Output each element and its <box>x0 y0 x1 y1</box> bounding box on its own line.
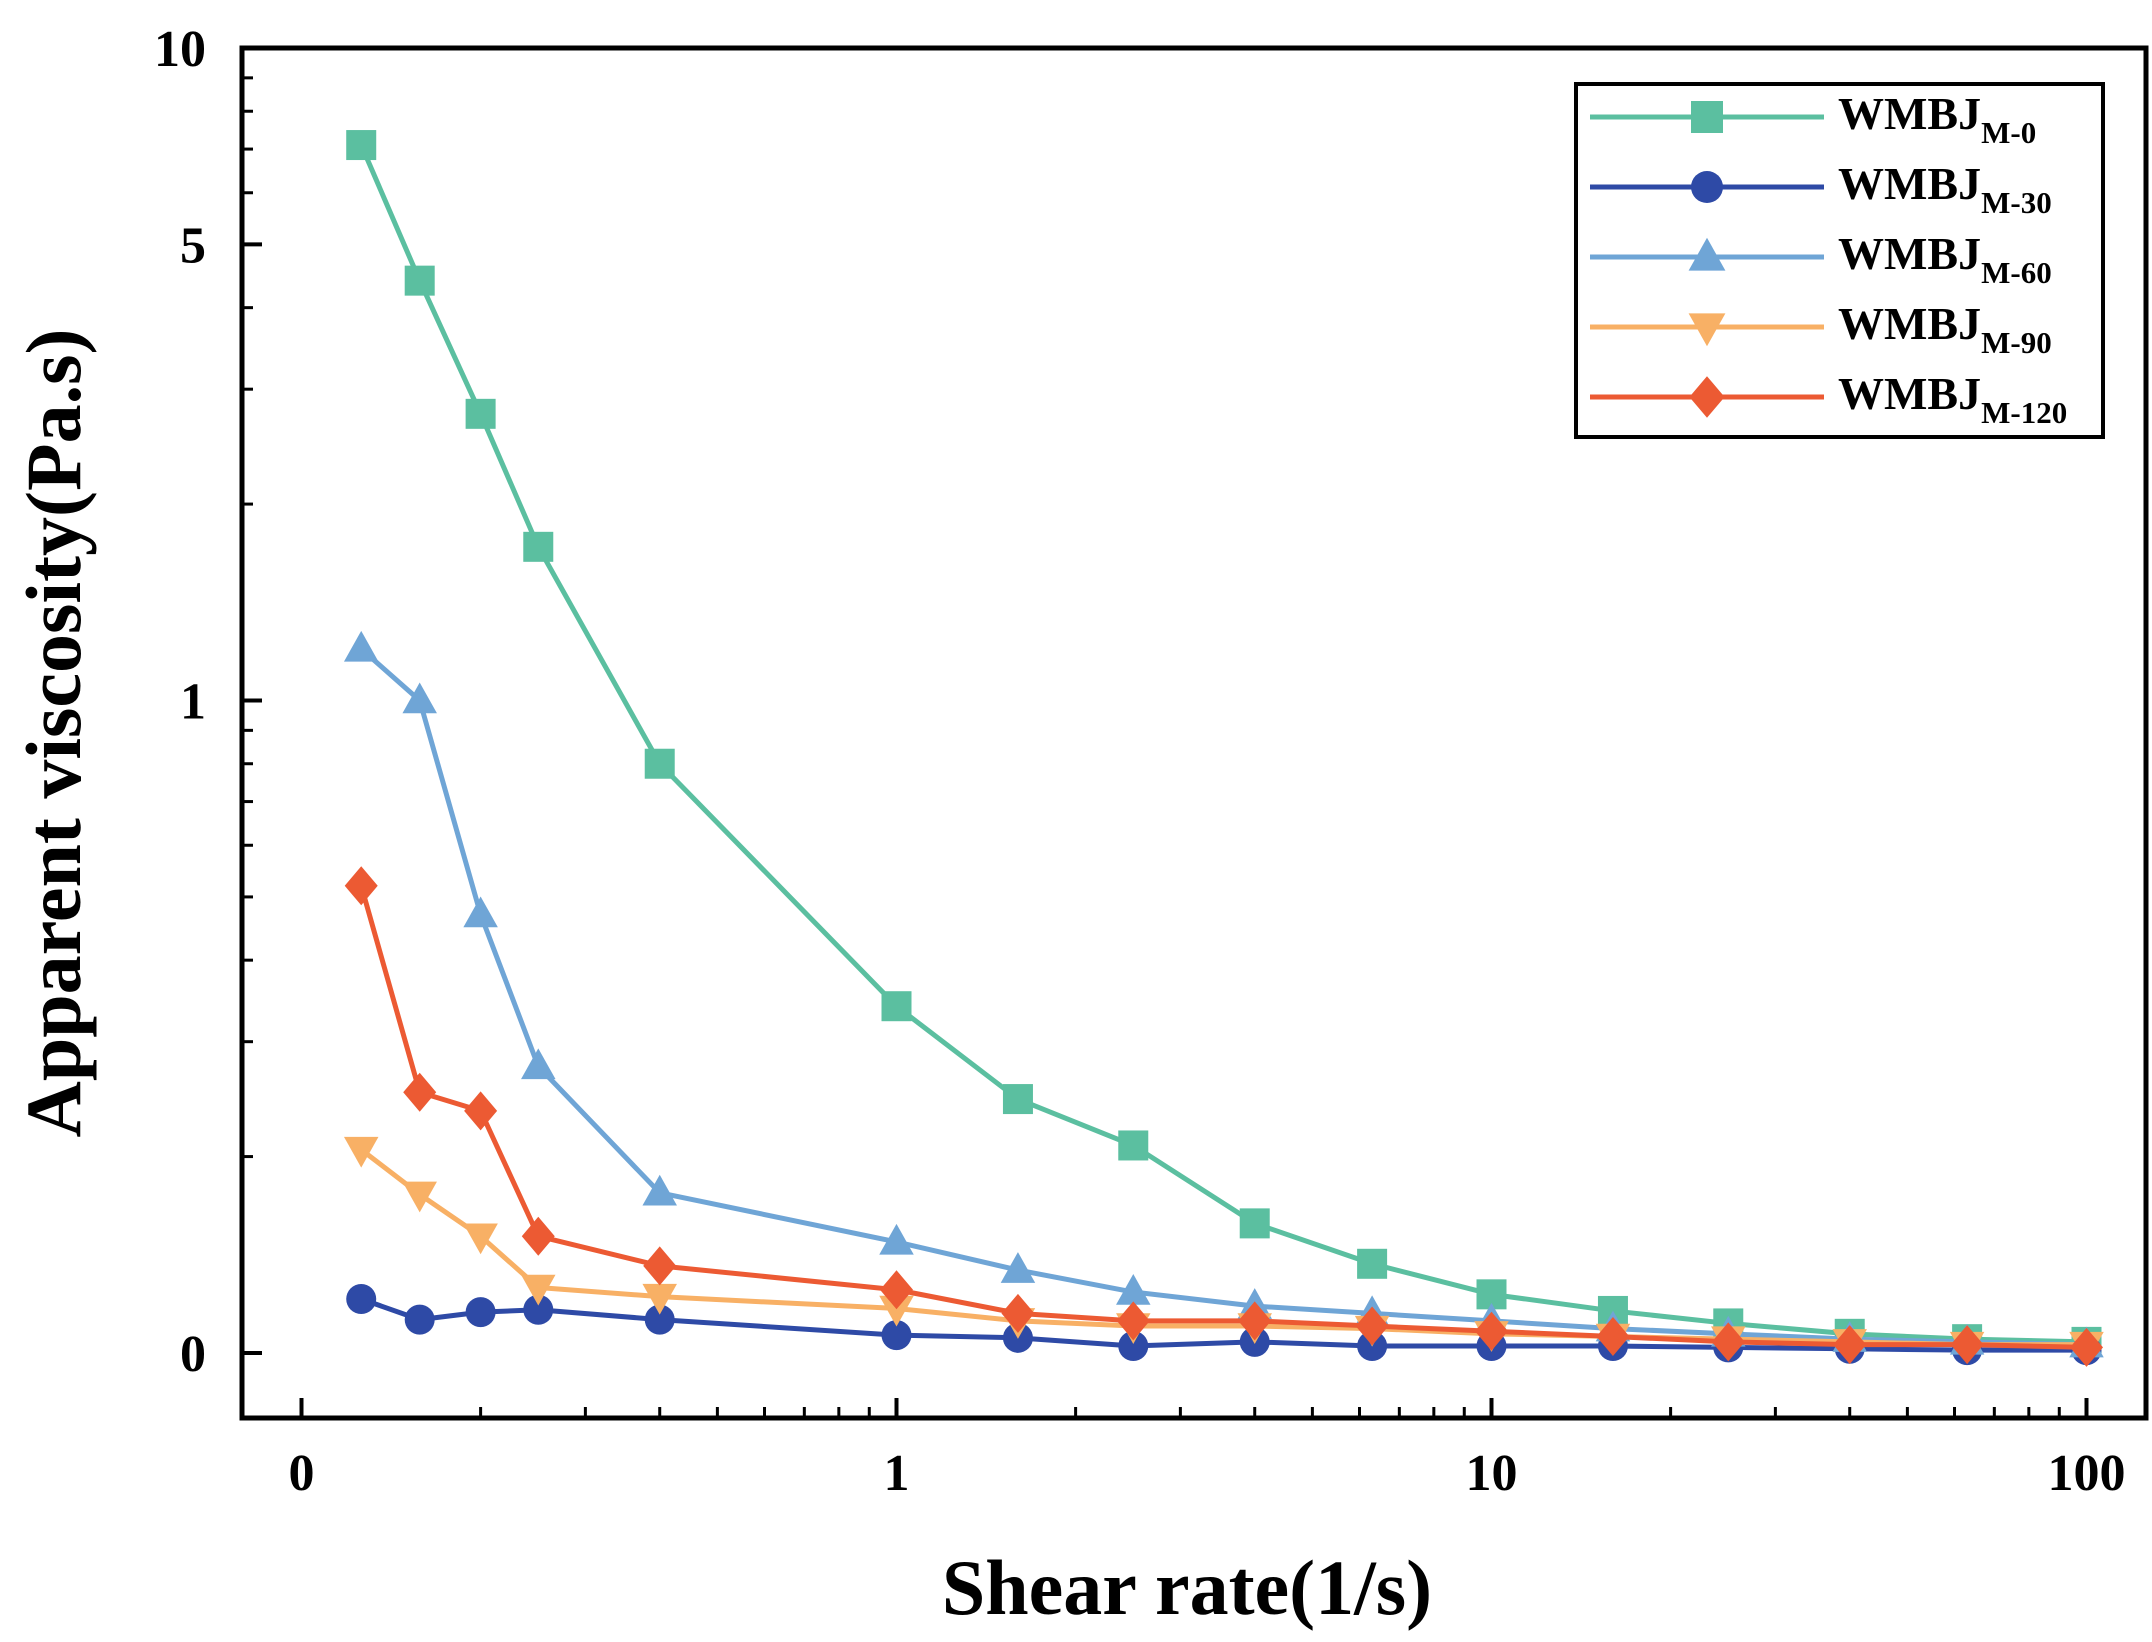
data-point <box>1118 1130 1149 1161</box>
data-point <box>1239 1208 1270 1239</box>
x-tick-label: 100 <box>2048 1445 2126 1502</box>
data-point <box>642 1174 677 1206</box>
legend-label: WMBJM-90 <box>1838 298 2052 360</box>
legend-marker <box>1691 101 1723 133</box>
data-point <box>523 1294 554 1325</box>
legend-item-m-120: WMBJM-120 <box>1590 368 2067 430</box>
data-point <box>1116 1274 1151 1305</box>
data-point <box>1950 1325 1984 1365</box>
y-axis-title: Apparent viscosity(Pa.s) <box>10 329 97 1138</box>
ticks-layer <box>242 46 2089 1418</box>
data-point <box>1711 1322 1745 1362</box>
legend-label: WMBJM-30 <box>1838 158 2052 220</box>
legend-item-m-90: WMBJM-90 <box>1590 298 2052 360</box>
data-point <box>463 896 498 928</box>
data-point <box>880 1270 913 1310</box>
data-point <box>465 1297 496 1328</box>
data-point <box>644 1304 675 1335</box>
data-point <box>1238 1301 1272 1341</box>
data-point <box>643 1246 677 1286</box>
data-point <box>343 1136 379 1168</box>
data-point <box>521 1216 555 1256</box>
data-point <box>1355 1306 1389 1346</box>
data-point <box>465 398 496 429</box>
plot-frame <box>239 45 2149 1421</box>
data-point <box>1596 1316 1630 1356</box>
data-point <box>879 1223 914 1255</box>
data-point <box>402 1181 437 1213</box>
legend-items: WMBJM-0 WMBJM-30 WMBJM-60 WMBJM-90 WMBJM-120 <box>1590 88 2067 430</box>
x-tick-label: 1 <box>884 1445 910 1502</box>
legend-label: WMBJM-60 <box>1838 228 2052 290</box>
data-point <box>346 130 377 161</box>
data-point <box>881 1320 912 1351</box>
data-point <box>402 682 437 714</box>
x-tick-label: 0 <box>289 1445 315 1502</box>
legend-item-m-60: WMBJM-60 <box>1590 228 2052 290</box>
data-point <box>1000 1252 1036 1283</box>
data-point <box>1833 1325 1867 1365</box>
data-point <box>1118 1331 1149 1362</box>
legend-marker <box>1689 376 1725 418</box>
data-point <box>523 531 554 562</box>
data-point <box>464 1091 498 1131</box>
data-point <box>521 1274 556 1306</box>
y-tick-label: 10 <box>154 21 206 78</box>
legend-item-m-30: WMBJM-30 <box>1590 158 2052 220</box>
legend-label: WMBJM-0 <box>1838 88 2036 150</box>
y-tick-label: 5 <box>180 217 206 274</box>
data-point <box>404 265 435 296</box>
tick-labels-layer: 0 1 10 100 0 1 5 10 <box>154 21 2126 1502</box>
legend-label: WMBJM-120 <box>1838 368 2067 430</box>
data-point <box>463 1223 498 1255</box>
data-point <box>1002 1084 1033 1115</box>
legend-marker <box>1688 313 1726 347</box>
x-axis-title: Shear rate(1/s) <box>942 1544 1432 1631</box>
series-line-m-30 <box>360 1296 2087 1353</box>
series-line-m-120 <box>358 885 2087 1350</box>
data-point <box>642 1283 677 1315</box>
data-point <box>1357 1248 1388 1279</box>
legend-item-m-0: WMBJM-0 <box>1590 88 2036 150</box>
data-point <box>344 866 378 906</box>
series-m-60 <box>343 630 2104 1358</box>
data-point <box>343 630 379 662</box>
y-tick-label: 0 <box>180 1326 206 1383</box>
series-line-m-60 <box>359 646 2087 1348</box>
data-point <box>1116 1301 1150 1341</box>
data-point <box>2070 1327 2103 1367</box>
legend: WMBJM-0 WMBJM-30 WMBJM-60 WMBJM-90 WMBJM-120 <box>1574 82 2105 439</box>
data-point <box>644 748 675 779</box>
series-m-120 <box>344 866 2103 1367</box>
y-tick-label: 1 <box>180 674 206 731</box>
x-tick-label: 10 <box>1466 1445 1518 1502</box>
data-point <box>1001 1293 1035 1333</box>
series-layer <box>343 130 2104 1367</box>
data-point <box>346 1283 377 1314</box>
data-point <box>1475 1311 1508 1351</box>
data-point <box>879 1295 914 1327</box>
series-line-m-90 <box>359 1147 2087 1348</box>
legend-marker <box>1688 237 1726 271</box>
data-point <box>403 1072 437 1112</box>
data-point <box>521 1048 556 1080</box>
data-point <box>881 991 912 1022</box>
legend-marker <box>1691 171 1723 203</box>
data-point <box>404 1304 435 1335</box>
series-line-m-0 <box>358 144 2087 1345</box>
legend-box <box>1574 82 2105 439</box>
